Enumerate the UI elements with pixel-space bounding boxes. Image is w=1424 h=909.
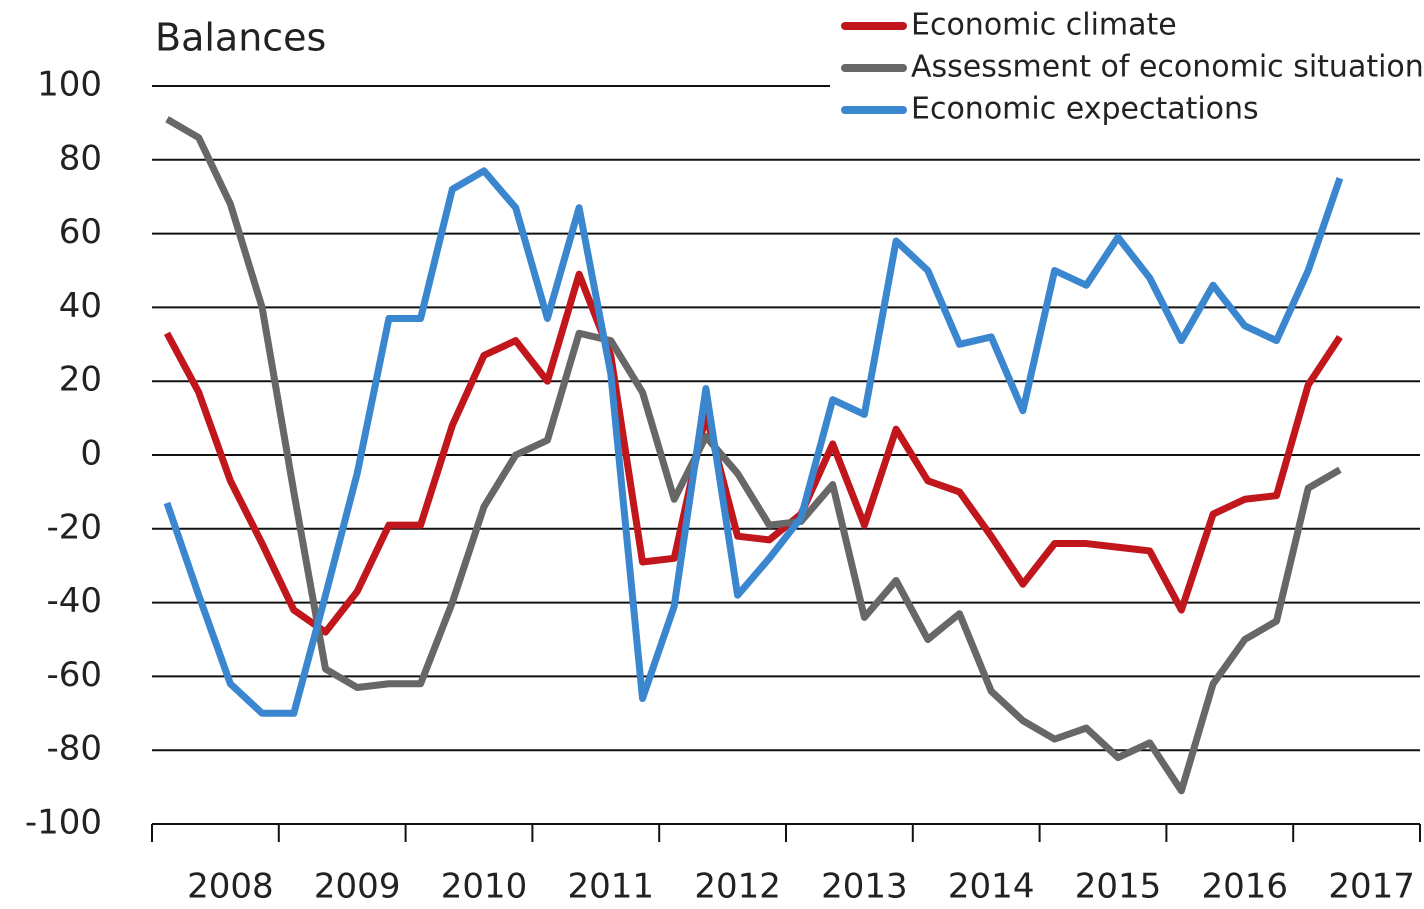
x-tick-label: 2016 (1202, 867, 1289, 907)
x-tick-label: 2011 (568, 867, 655, 907)
x-tick-label: 2015 (1075, 867, 1162, 907)
y-tick-label: 40 (59, 286, 102, 326)
series-line (163, 167, 1344, 717)
y-tick-label: -60 (46, 655, 102, 695)
y-tick-label: 100 (37, 65, 102, 105)
x-tick-label: 2008 (187, 867, 274, 907)
y-tick-label: 0 (80, 434, 102, 474)
legend-label: Economic climate (911, 8, 1177, 43)
x-tick-label: 2014 (948, 867, 1035, 907)
y-axis-label: Balances (155, 16, 326, 60)
x-tick-label: 2013 (821, 867, 908, 907)
series-line (163, 270, 1343, 636)
legend-label: Economic expectations (911, 92, 1259, 127)
x-tick-label: 2017 (1328, 867, 1415, 907)
y-tick-label: -100 (25, 803, 102, 843)
x-tick-label: 2012 (694, 867, 781, 907)
y-tick-label: 80 (59, 138, 102, 178)
y-tick-label: -20 (46, 507, 102, 547)
y-tick-label: 20 (59, 360, 102, 400)
legend-label: Assessment of economic situation (911, 50, 1424, 85)
x-tick-label: 2009 (314, 867, 401, 907)
y-tick-label: -80 (46, 729, 102, 769)
y-tick-label: 60 (59, 212, 102, 252)
x-tick-label: 2010 (441, 867, 528, 907)
series-line (165, 116, 1342, 795)
y-tick-label: -40 (46, 581, 102, 621)
